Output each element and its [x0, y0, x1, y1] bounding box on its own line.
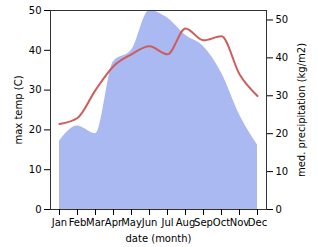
svg-text:40: 40	[276, 52, 289, 63]
svg-text:20: 20	[276, 128, 289, 139]
svg-text:10: 10	[276, 166, 289, 177]
svg-text:Sep: Sep	[194, 217, 213, 228]
svg-text:30: 30	[276, 90, 289, 101]
svg-text:Jun: Jun	[141, 217, 158, 228]
svg-text:Apr: Apr	[104, 216, 123, 228]
svg-text:50: 50	[276, 14, 289, 25]
svg-text:Mar: Mar	[86, 217, 106, 228]
svg-text:max temp (C): max temp (C)	[13, 75, 24, 144]
svg-text:40: 40	[29, 45, 42, 56]
svg-text:Oct: Oct	[213, 217, 230, 228]
svg-text:Dec: Dec	[248, 217, 267, 228]
svg-text:Feb: Feb	[69, 217, 87, 228]
svg-text:0: 0	[35, 204, 41, 215]
svg-text:Nov: Nov	[230, 217, 250, 228]
svg-text:May: May	[121, 217, 142, 228]
svg-text:10: 10	[29, 164, 42, 175]
svg-text:Aug: Aug	[176, 217, 196, 228]
svg-text:Jul: Jul	[160, 217, 173, 228]
svg-text:Jan: Jan	[51, 217, 67, 228]
svg-text:med. precipitation (kg/m2): med. precipitation (kg/m2)	[296, 43, 307, 177]
svg-text:50: 50	[29, 5, 42, 16]
svg-text:30: 30	[29, 84, 42, 95]
svg-text:20: 20	[29, 124, 42, 135]
svg-text:date (month): date (month)	[126, 233, 192, 244]
svg-text:0: 0	[276, 204, 282, 215]
